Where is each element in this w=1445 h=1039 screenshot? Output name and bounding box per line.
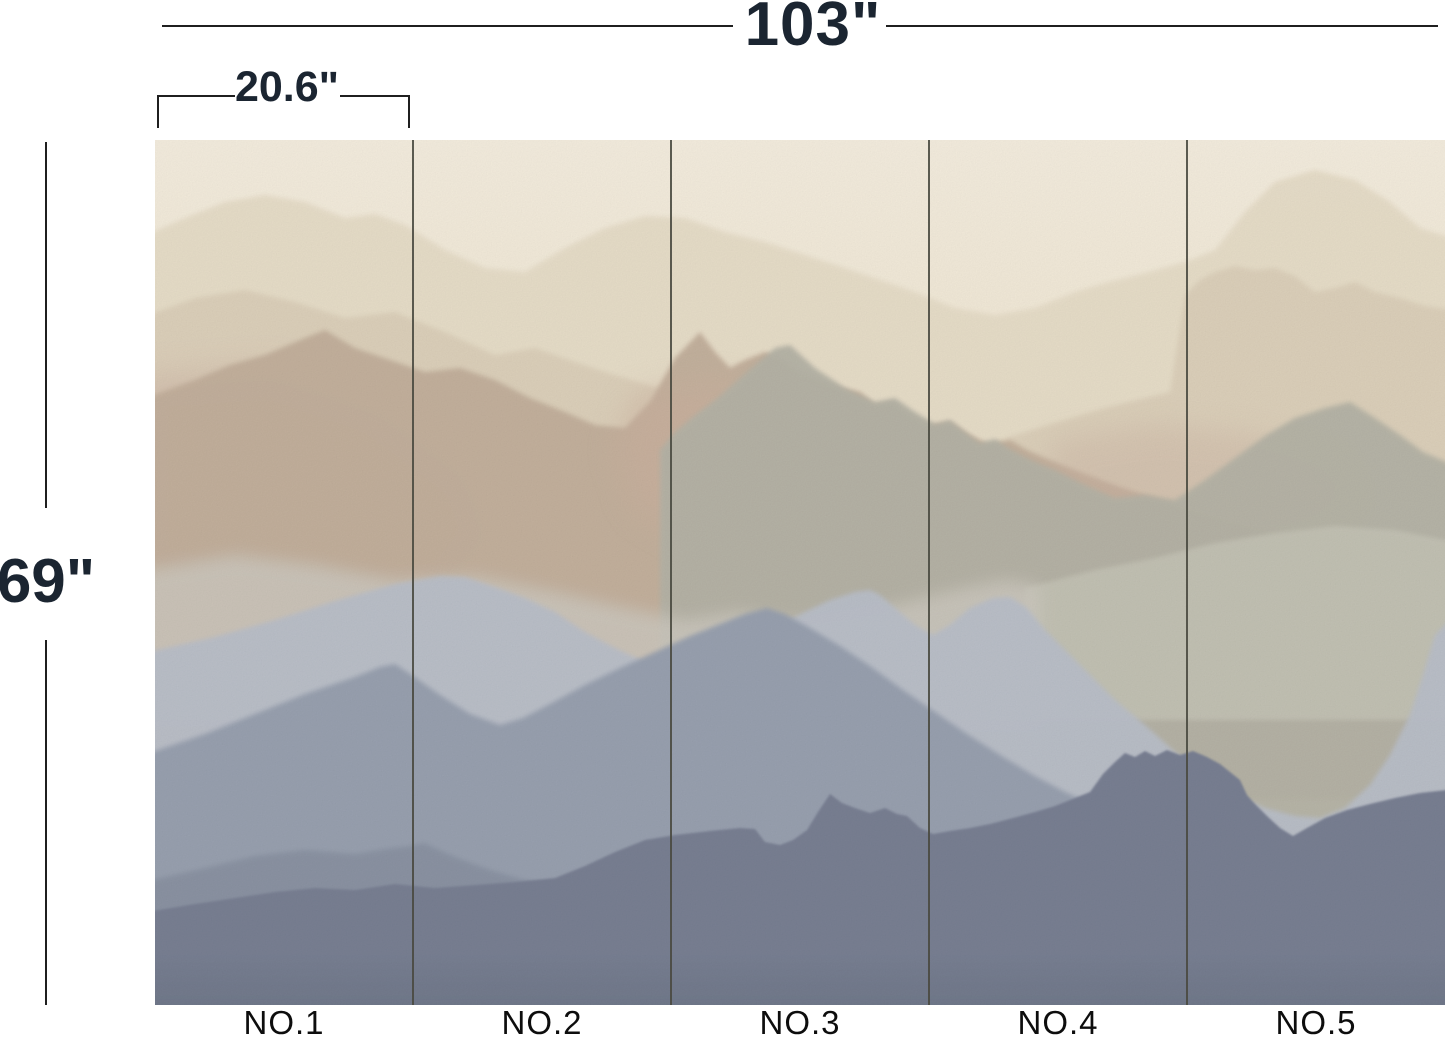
paper-grain-texture <box>155 140 1445 1005</box>
height-dimension-line-bottom <box>45 640 47 1005</box>
panel-width-bracket-line-left <box>157 95 235 97</box>
panel-width-bracket-tick-left <box>157 95 159 128</box>
total-width-label: 103" <box>744 0 882 59</box>
panel-label-4: NO.4 <box>1017 1004 1099 1039</box>
total-width-dimension-line-right <box>886 25 1438 27</box>
height-dimension-line-top <box>45 142 47 508</box>
panel-divider-lines <box>412 140 1188 1005</box>
height-label: 69" <box>0 547 96 616</box>
panel-label-2: NO.2 <box>501 1004 583 1039</box>
panel-label-1: NO.1 <box>243 1004 325 1039</box>
panel-label-3: NO.3 <box>759 1004 841 1039</box>
panel-width-bracket-tick-right <box>408 95 410 128</box>
panel-width-label: 20.6" <box>234 63 340 111</box>
panel-number-labels: NO.1 NO.2 NO.3 NO.4 NO.5 <box>155 1004 1445 1039</box>
panel-label-5: NO.5 <box>1275 1004 1357 1039</box>
panel-width-bracket-line-right <box>340 95 410 97</box>
mountain-mural-svg <box>155 140 1445 1005</box>
mural-artwork <box>155 140 1445 1005</box>
total-width-dimension-line-left <box>162 25 733 27</box>
